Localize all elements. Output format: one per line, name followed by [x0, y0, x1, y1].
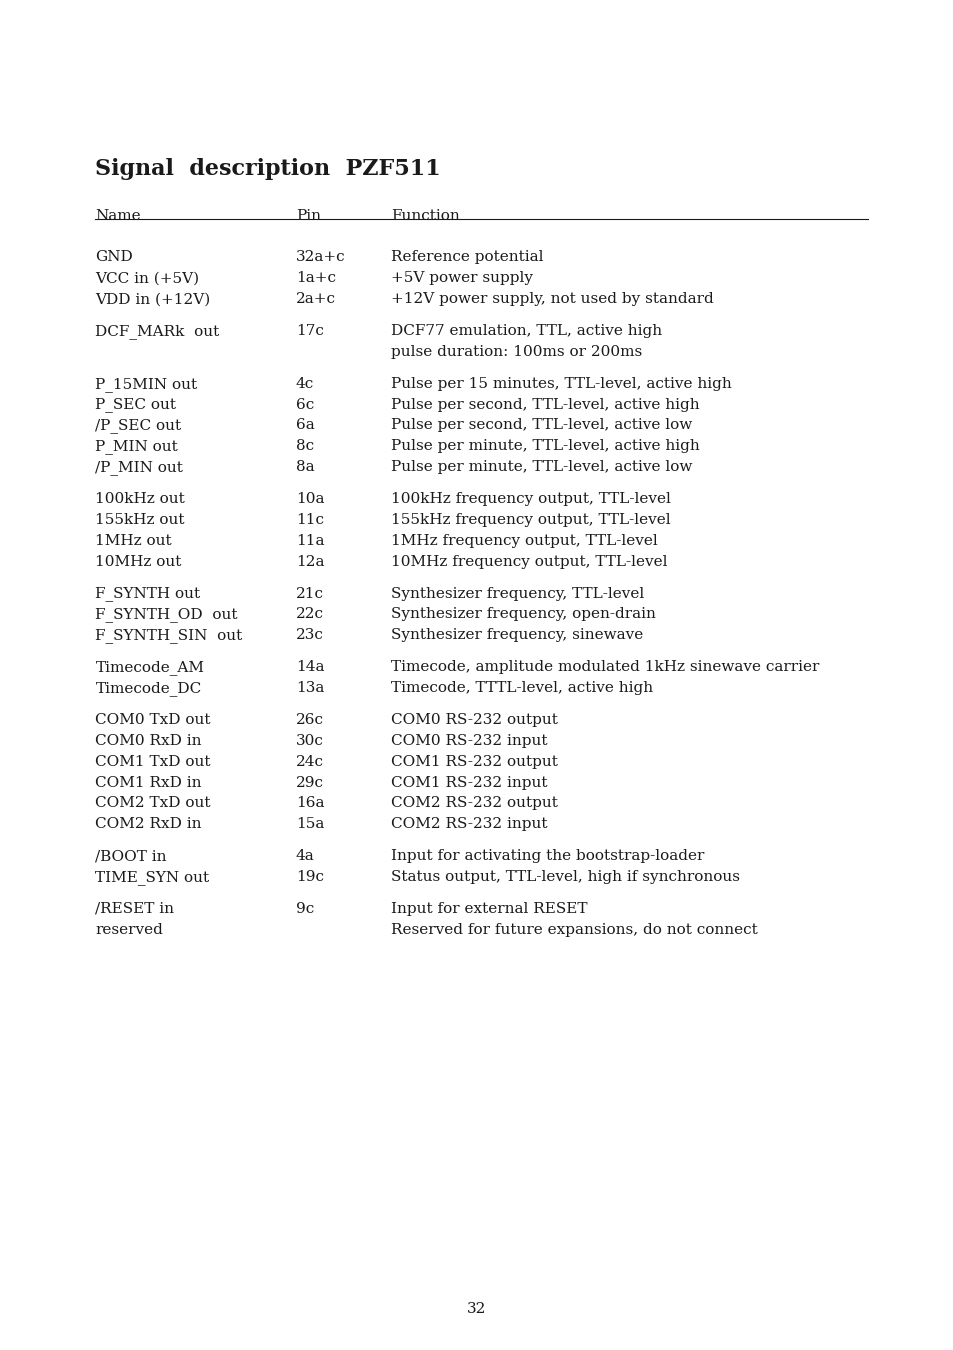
Text: 1MHz out: 1MHz out: [95, 533, 172, 548]
Text: 8a: 8a: [295, 460, 314, 474]
Text: Pulse per second, TTL-level, active high: Pulse per second, TTL-level, active high: [391, 397, 700, 412]
Text: 155kHz out: 155kHz out: [95, 513, 185, 526]
Text: 29c: 29c: [295, 775, 323, 790]
Text: 1MHz frequency output, TTL-level: 1MHz frequency output, TTL-level: [391, 533, 658, 548]
Text: Input for external RESET: Input for external RESET: [391, 902, 587, 915]
Text: DCF77 emulation, TTL, active high: DCF77 emulation, TTL, active high: [391, 324, 661, 338]
Text: P_15MIN out: P_15MIN out: [95, 377, 197, 392]
Text: 11a: 11a: [295, 533, 324, 548]
Text: TIME_SYN out: TIME_SYN out: [95, 869, 210, 886]
Text: COM2 RxD in: COM2 RxD in: [95, 817, 202, 832]
Text: COM1 RS-232 input: COM1 RS-232 input: [391, 775, 547, 790]
Text: /P_MIN out: /P_MIN out: [95, 460, 183, 475]
Text: 9c: 9c: [295, 902, 314, 915]
Text: +12V power supply, not used by standard: +12V power supply, not used by standard: [391, 292, 713, 306]
Text: F_SYNTH_OD  out: F_SYNTH_OD out: [95, 608, 237, 622]
Text: 100kHz frequency output, TTL-level: 100kHz frequency output, TTL-level: [391, 491, 670, 506]
Text: 4c: 4c: [295, 377, 314, 390]
Text: +5V power supply: +5V power supply: [391, 271, 533, 285]
Text: Synthesizer frequency, sinewave: Synthesizer frequency, sinewave: [391, 628, 642, 643]
Text: /RESET in: /RESET in: [95, 902, 174, 915]
Text: 23c: 23c: [295, 628, 323, 643]
Text: COM2 RS-232 input: COM2 RS-232 input: [391, 817, 547, 832]
Text: pulse duration: 100ms or 200ms: pulse duration: 100ms or 200ms: [391, 344, 641, 359]
Text: Input for activating the bootstrap-loader: Input for activating the bootstrap-loade…: [391, 849, 703, 863]
Text: 14a: 14a: [295, 660, 324, 674]
Text: 11c: 11c: [295, 513, 323, 526]
Text: COM0 RxD in: COM0 RxD in: [95, 733, 202, 748]
Text: Timecode_DC: Timecode_DC: [95, 680, 201, 697]
Text: Pulse per minute, TTL-level, active high: Pulse per minute, TTL-level, active high: [391, 439, 700, 454]
Text: COM1 RxD in: COM1 RxD in: [95, 775, 202, 790]
Text: 1a+c: 1a+c: [295, 271, 335, 285]
Text: Status output, TTL-level, high if synchronous: Status output, TTL-level, high if synchr…: [391, 869, 740, 884]
Text: 10MHz frequency output, TTL-level: 10MHz frequency output, TTL-level: [391, 555, 667, 568]
Text: 24c: 24c: [295, 755, 323, 768]
Text: 15a: 15a: [295, 817, 324, 832]
Text: COM2 TxD out: COM2 TxD out: [95, 796, 211, 810]
Text: VDD in (+12V): VDD in (+12V): [95, 292, 211, 306]
Text: P_SEC out: P_SEC out: [95, 397, 176, 413]
Text: Reference potential: Reference potential: [391, 251, 543, 265]
Text: Pulse per 15 minutes, TTL-level, active high: Pulse per 15 minutes, TTL-level, active …: [391, 377, 731, 390]
Text: 100kHz out: 100kHz out: [95, 491, 185, 506]
Text: VCC in (+5V): VCC in (+5V): [95, 271, 199, 285]
Text: Synthesizer frequency, open-drain: Synthesizer frequency, open-drain: [391, 608, 656, 621]
Text: 155kHz frequency output, TTL-level: 155kHz frequency output, TTL-level: [391, 513, 670, 526]
Text: 17c: 17c: [295, 324, 323, 338]
Text: 13a: 13a: [295, 680, 324, 695]
Text: Function: Function: [391, 209, 459, 223]
Text: F_SYNTH_SIN  out: F_SYNTH_SIN out: [95, 628, 242, 644]
Text: 4a: 4a: [295, 849, 314, 863]
Text: 16a: 16a: [295, 796, 324, 810]
Text: Synthesizer frequency, TTL-level: Synthesizer frequency, TTL-level: [391, 586, 643, 601]
Text: 8c: 8c: [295, 439, 314, 454]
Text: Pin: Pin: [295, 209, 320, 223]
Text: Pulse per minute, TTL-level, active low: Pulse per minute, TTL-level, active low: [391, 460, 692, 474]
Text: 32: 32: [467, 1303, 486, 1316]
Text: P_MIN out: P_MIN out: [95, 439, 178, 455]
Text: Signal  description  PZF511: Signal description PZF511: [95, 158, 440, 180]
Text: reserved: reserved: [95, 922, 163, 937]
Text: /BOOT in: /BOOT in: [95, 849, 167, 863]
Text: 21c: 21c: [295, 586, 323, 601]
Text: DCF_MARk  out: DCF_MARk out: [95, 324, 219, 339]
Text: 6c: 6c: [295, 397, 314, 412]
Text: 12a: 12a: [295, 555, 324, 568]
Text: /P_SEC out: /P_SEC out: [95, 418, 181, 433]
Text: 10a: 10a: [295, 491, 324, 506]
Text: 2a+c: 2a+c: [295, 292, 335, 306]
Text: Name: Name: [95, 209, 141, 223]
Text: Timecode, amplitude modulated 1kHz sinewave carrier: Timecode, amplitude modulated 1kHz sinew…: [391, 660, 819, 674]
Text: 10MHz out: 10MHz out: [95, 555, 182, 568]
Text: COM0 TxD out: COM0 TxD out: [95, 713, 211, 726]
Text: COM0 RS-232 output: COM0 RS-232 output: [391, 713, 558, 726]
Text: GND: GND: [95, 251, 133, 265]
Text: 26c: 26c: [295, 713, 323, 726]
Text: COM0 RS-232 input: COM0 RS-232 input: [391, 733, 547, 748]
Text: 19c: 19c: [295, 869, 323, 884]
Text: 6a: 6a: [295, 418, 314, 432]
Text: 30c: 30c: [295, 733, 323, 748]
Text: F_SYNTH out: F_SYNTH out: [95, 586, 200, 602]
Text: 32a+c: 32a+c: [295, 251, 345, 265]
Text: COM1 TxD out: COM1 TxD out: [95, 755, 211, 768]
Text: Pulse per second, TTL-level, active low: Pulse per second, TTL-level, active low: [391, 418, 692, 432]
Text: Timecode_AM: Timecode_AM: [95, 660, 204, 675]
Text: Reserved for future expansions, do not connect: Reserved for future expansions, do not c…: [391, 922, 757, 937]
Text: 22c: 22c: [295, 608, 323, 621]
Text: COM2 RS-232 output: COM2 RS-232 output: [391, 796, 558, 810]
Text: COM1 RS-232 output: COM1 RS-232 output: [391, 755, 558, 768]
Text: Timecode, TTTL-level, active high: Timecode, TTTL-level, active high: [391, 680, 653, 695]
